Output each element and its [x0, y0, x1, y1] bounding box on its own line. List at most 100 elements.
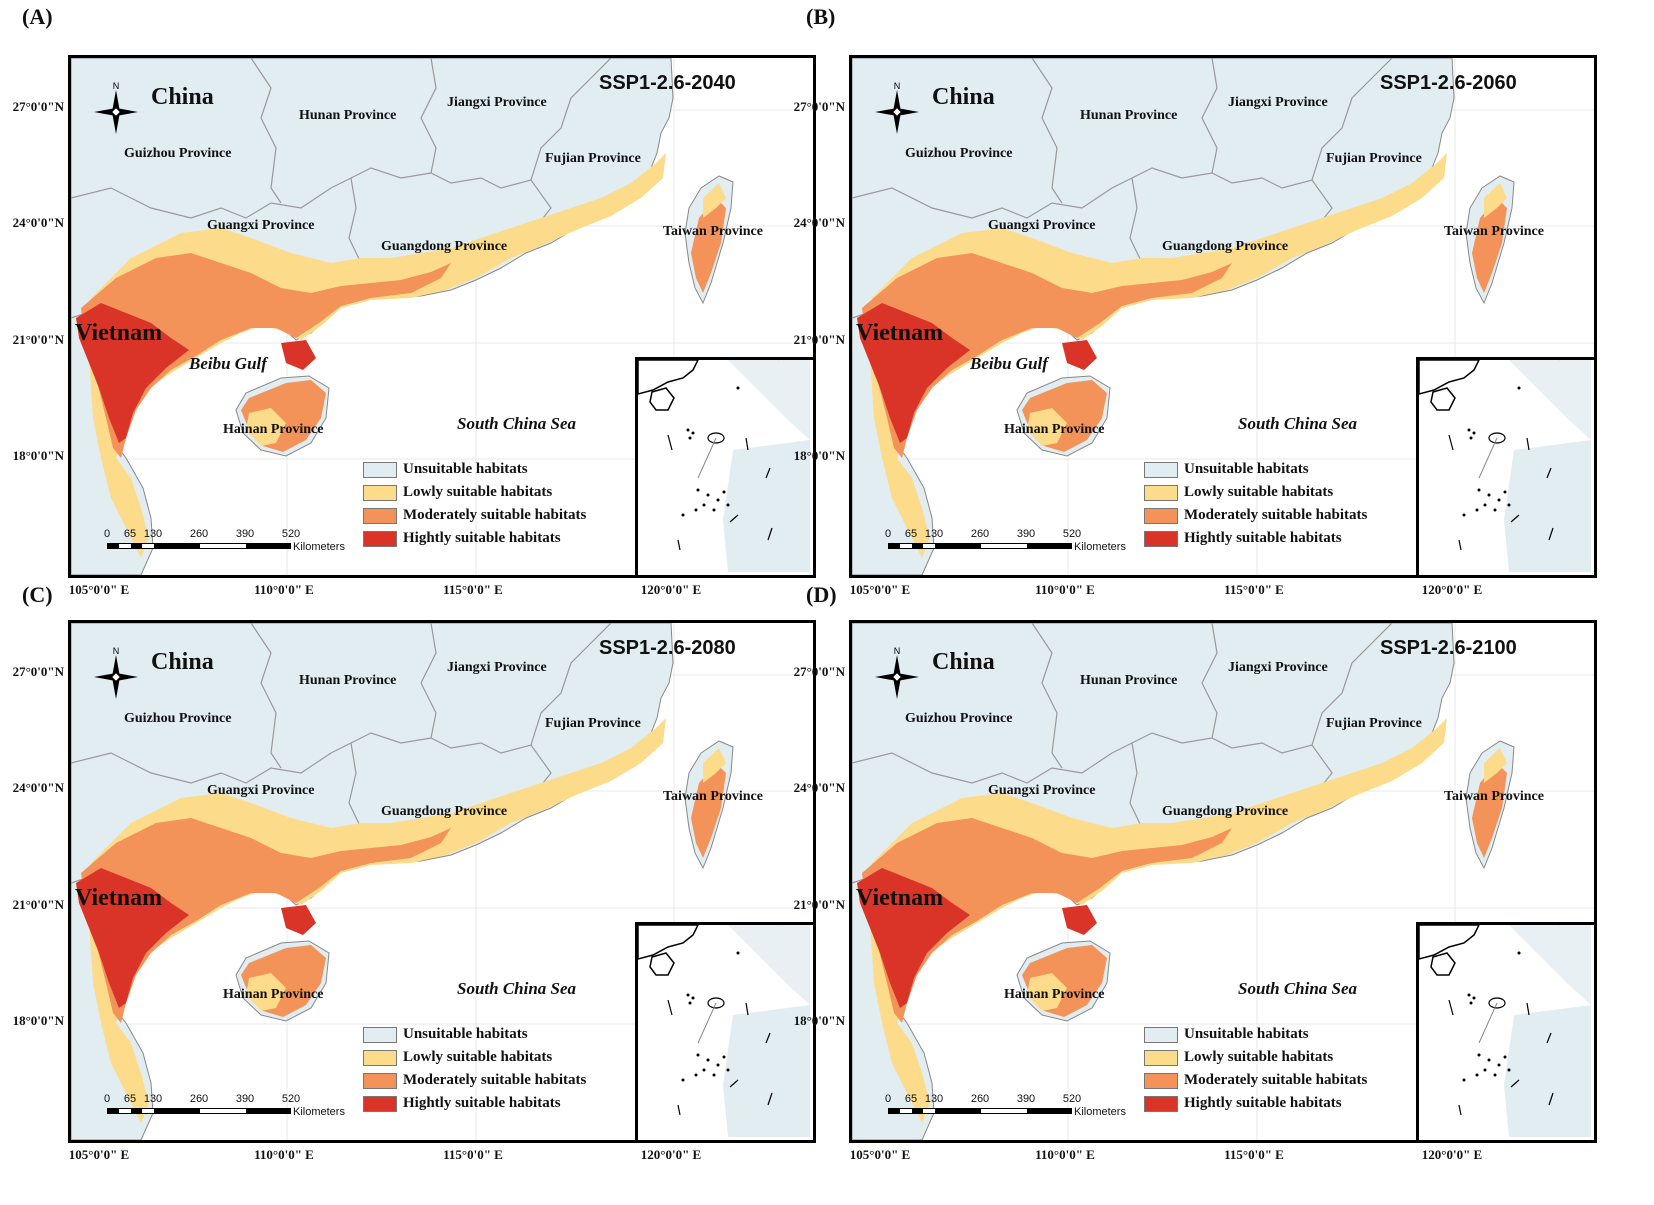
inset-map — [1416, 339, 1594, 575]
latitude-label: 21°0'0"N — [12, 897, 64, 912]
north-arrow-icon: N — [94, 81, 138, 134]
legend-item: Hightly suitable habitats — [1144, 1092, 1367, 1115]
label-china: China — [932, 84, 995, 110]
latitude-label: 27°0'0"N — [12, 99, 64, 114]
scale-unit: Kilometers — [1074, 541, 1126, 553]
label-south-china-sea: South China Sea — [1238, 414, 1358, 433]
label-beibu-gulf: Beibu Gulf — [970, 354, 1048, 373]
label-guangxi: Guangxi Province — [207, 783, 315, 798]
legend-swatch — [363, 530, 397, 547]
scenario-label: SSP1-2.6-2060 — [1380, 72, 1517, 94]
map-frame: N China Hunan Province Jiangxi Province … — [68, 55, 816, 578]
longitude-label: 105°0'0" E — [849, 1147, 911, 1162]
label-jiangxi: Jiangxi Province — [447, 95, 547, 110]
svg-text:N: N — [113, 646, 120, 656]
latitude-label: 27°0'0"N — [793, 99, 845, 114]
label-vietnam: Vietnam — [856, 320, 944, 346]
latitude-label: 18°0'0"N — [12, 1013, 64, 1028]
map-canvas — [71, 623, 813, 1140]
label-hunan: Hunan Province — [1080, 108, 1178, 123]
legend-item: Hightly suitable habitats — [363, 527, 586, 550]
panel-letter: (B) — [806, 4, 836, 29]
label-south-china-sea: South China Sea — [457, 979, 577, 998]
label-guangdong: Guangdong Province — [1162, 239, 1289, 254]
label-china: China — [932, 649, 995, 675]
legend-swatch — [1144, 461, 1178, 478]
scale-bar: 0 65 130 260 390 520 Kilometers — [884, 1093, 1148, 1123]
label-taiwan: Taiwan Province — [1444, 224, 1544, 239]
label-china: China — [151, 84, 214, 110]
inset-canvas — [1418, 339, 1591, 572]
longitude-label: 110°0'0" E — [1035, 582, 1095, 597]
label-jiangxi: Jiangxi Province — [1228, 95, 1328, 110]
scale-ticks: 0 65 130 260 390 520 — [884, 1093, 1082, 1105]
legend-item: Unsuitable habitats — [1144, 1023, 1367, 1046]
inset-map — [1416, 904, 1594, 1140]
label-jiangxi: Jiangxi Province — [447, 660, 547, 675]
panel-letter: (D) — [806, 582, 837, 607]
suitability-layer — [76, 153, 726, 558]
legend-swatch — [363, 1072, 397, 1089]
panel-letter: (C) — [22, 582, 53, 607]
latitude-label: 18°0'0"N — [793, 448, 845, 463]
legend-swatch — [1144, 1026, 1178, 1043]
north-arrow-icon: N — [875, 81, 919, 134]
scale-bar: 0 65 130 260 390 520 Kilometers — [884, 528, 1148, 558]
legend-item: Lowly suitable habitats — [1144, 481, 1367, 504]
inset-map — [635, 904, 813, 1140]
label-guangxi: Guangxi Province — [988, 218, 1096, 233]
scenario-label: SSP1-2.6-2040 — [599, 72, 736, 94]
label-fujian: Fujian Province — [1326, 151, 1422, 166]
latitude-label: 21°0'0"N — [793, 332, 845, 347]
legend-item: Unsuitable habitats — [363, 1023, 586, 1046]
scale-bar-graphic — [107, 543, 291, 549]
legend-swatch — [1144, 530, 1178, 547]
latitude-label: 21°0'0"N — [793, 897, 845, 912]
longitude-label: 105°0'0" E — [68, 582, 130, 597]
legend-swatch — [363, 1095, 397, 1112]
scale-unit: Kilometers — [293, 541, 345, 553]
inset-canvas — [1418, 904, 1591, 1137]
scale-bar-graphic — [888, 543, 1072, 549]
label-guizhou: Guizhou Province — [124, 711, 232, 726]
label-hunan: Hunan Province — [299, 108, 397, 123]
label-hainan: Hainan Province — [223, 422, 324, 437]
scale-ticks: 0 65 130 260 390 520 — [884, 528, 1082, 540]
legend-item: Unsuitable habitats — [363, 458, 586, 481]
legend-swatch — [1144, 1095, 1178, 1112]
label-taiwan: Taiwan Province — [663, 224, 763, 239]
label-south-china-sea: South China Sea — [1238, 979, 1358, 998]
scale-bar-graphic — [888, 1108, 1072, 1114]
suitability-layer — [76, 718, 726, 1123]
north-arrow-icon: N — [875, 646, 919, 699]
legend-item: Hightly suitable habitats — [363, 1092, 586, 1115]
latitude-label: 24°0'0"N — [793, 780, 845, 795]
latitude-label: 21°0'0"N — [12, 332, 64, 347]
label-hunan: Hunan Province — [299, 673, 397, 688]
label-guangdong: Guangdong Province — [381, 804, 508, 819]
scenario-label: SSP1-2.6-2080 — [599, 637, 736, 659]
label-hainan: Hainan Province — [1004, 422, 1105, 437]
legend-item: Unsuitable habitats — [1144, 458, 1367, 481]
latitude-label: 24°0'0"N — [12, 215, 64, 230]
longitude-label: 110°0'0" E — [254, 1147, 314, 1162]
label-south-china-sea: South China Sea — [457, 414, 577, 433]
svg-text:N: N — [894, 81, 901, 91]
legend-item: Moderately suitable habitats — [363, 504, 586, 527]
legend-item: Lowly suitable habitats — [363, 1046, 586, 1069]
legend: Unsuitable habitats Lowly suitable habit… — [1144, 458, 1367, 550]
label-guangxi: Guangxi Province — [988, 783, 1096, 798]
latitude-label: 18°0'0"N — [12, 448, 64, 463]
legend-swatch — [1144, 1072, 1178, 1089]
label-hainan: Hainan Province — [223, 987, 324, 1002]
label-guizhou: Guizhou Province — [905, 711, 1013, 726]
map-frame: N China Hunan Province Jiangxi Province … — [68, 620, 816, 1143]
longitude-label: 115°0'0" E — [443, 582, 503, 597]
label-guangdong: Guangdong Province — [1162, 804, 1289, 819]
map-frame: N China Hunan Province Jiangxi Province … — [849, 620, 1597, 1143]
label-fujian: Fujian Province — [545, 716, 641, 731]
legend-item: Hightly suitable habitats — [1144, 527, 1367, 550]
label-taiwan: Taiwan Province — [663, 789, 763, 804]
svg-text:N: N — [894, 646, 901, 656]
scale-bar-graphic — [107, 1108, 291, 1114]
